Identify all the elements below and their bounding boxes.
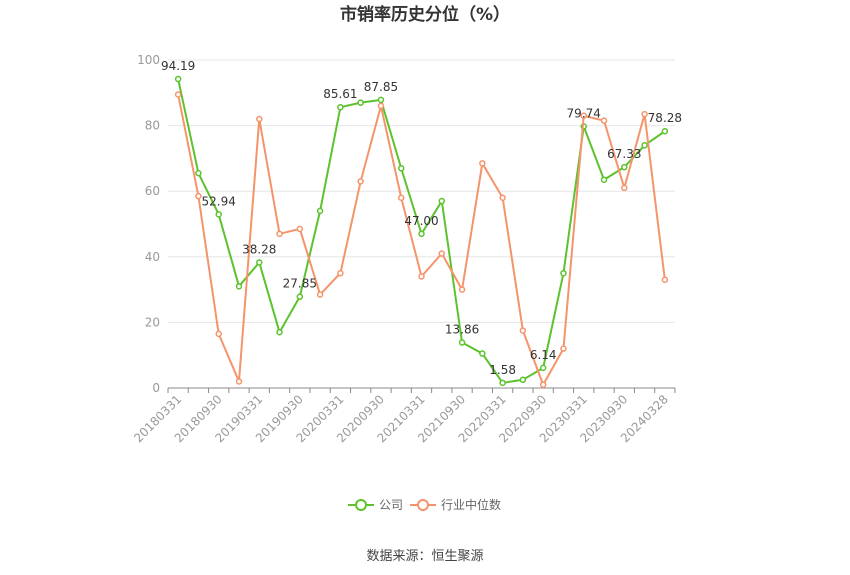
data-point (580, 112, 587, 120)
data-point (316, 207, 324, 215)
data-point (641, 142, 648, 149)
data-point (316, 291, 324, 298)
grid (168, 59, 675, 323)
y-tick-label: 20 (145, 315, 160, 329)
data-point (458, 286, 466, 293)
data-point (519, 327, 527, 334)
data-label: 1.58 (489, 363, 516, 377)
data-point (458, 339, 466, 346)
data-point (397, 194, 405, 202)
data-point (641, 110, 648, 118)
data-point (337, 269, 344, 277)
data-point (195, 192, 202, 200)
series-group (174, 75, 669, 388)
data-point (357, 178, 364, 185)
data-point (296, 293, 304, 300)
data-point (337, 103, 344, 111)
data-labels: 94.19 52.94 38.28 27.85 85.61 87.85 47.00 13.86… (161, 59, 682, 377)
data-point (519, 376, 527, 384)
data-point (600, 176, 608, 183)
data-point (397, 164, 405, 172)
legend-item-industry-median-marker (417, 499, 429, 511)
data-point (438, 197, 446, 205)
data-point (296, 225, 304, 233)
data-point (499, 379, 506, 387)
data-point (479, 160, 486, 167)
data-point (215, 330, 222, 338)
data-point (600, 117, 608, 124)
data-point (377, 96, 385, 104)
y-tick-label: 60 (145, 184, 160, 198)
data-label: 79.74 (567, 106, 601, 120)
y-tick-label: 80 (145, 119, 160, 133)
data-point (418, 230, 425, 238)
data-point (479, 350, 486, 357)
data-point (357, 99, 364, 106)
data-label: 38.28 (242, 242, 276, 256)
chart-title: 市销率历史分位（%） (340, 4, 510, 25)
data-point (621, 184, 628, 192)
data-label: 87.85 (364, 80, 398, 94)
y-tick-label: 100 (137, 53, 160, 67)
data-label: 47.00 (404, 214, 438, 228)
data-point (560, 269, 567, 277)
data-point (256, 115, 263, 123)
data-point (621, 163, 628, 171)
data-label: 52.94 (202, 194, 236, 208)
data-point (235, 283, 243, 290)
data-point (377, 102, 385, 110)
legend[interactable]: 公司 行业中位数 (348, 497, 501, 512)
data-label: 85.61 (323, 87, 357, 101)
data-point (215, 211, 222, 218)
legend-item-industry-median-label: 行业中位数 (441, 497, 501, 512)
data-point (174, 91, 182, 98)
data-point (560, 345, 567, 352)
data-point (276, 328, 283, 336)
data-label: 6.14 (530, 348, 557, 362)
data-label: 78.28 (648, 111, 682, 125)
data-point (276, 230, 283, 238)
legend-item-company-marker (355, 499, 367, 511)
data-label: 27.85 (283, 277, 317, 291)
data-label: 94.19 (161, 59, 195, 73)
legend-item-company-label: 公司 (379, 498, 403, 512)
data-point (418, 273, 425, 280)
y-tick-label: 40 (145, 250, 160, 264)
y-tick-label: 0 (152, 381, 160, 395)
data-point (235, 378, 243, 385)
data-source: 数据来源：恒生聚源 (366, 549, 483, 564)
data-label: 13.86 (445, 323, 479, 337)
data-point (661, 276, 669, 284)
data-point (539, 364, 547, 372)
data-point (174, 75, 182, 83)
data-point (438, 250, 446, 257)
data-point (661, 127, 669, 135)
data-point (499, 194, 506, 202)
series-line-industry-median (177, 94, 666, 386)
data-point (195, 169, 202, 177)
data-label: 67.33 (607, 147, 641, 161)
data-point (539, 381, 547, 388)
data-point (256, 259, 263, 266)
